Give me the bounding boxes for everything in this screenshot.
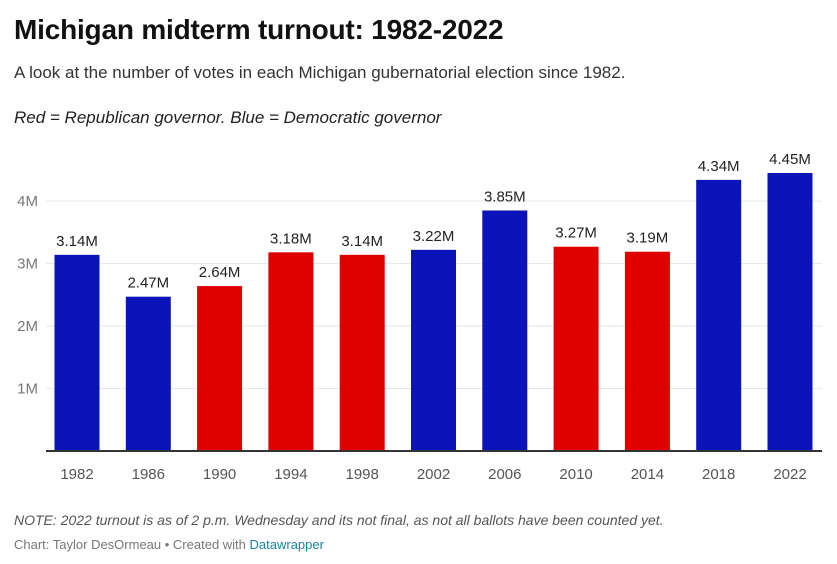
bar-value-label: 3.14M: [56, 233, 98, 250]
x-tick-label: 1986: [132, 466, 165, 483]
bar-value-label: 3.27M: [555, 225, 597, 242]
bar: [268, 252, 314, 451]
bar-value-label: 3.22M: [413, 228, 455, 245]
color-legend-note: Red = Republican governor. Blue = Democr…: [14, 108, 442, 127]
bar: [411, 249, 456, 451]
bar-value-label: 4.45M: [769, 151, 811, 168]
x-tick-label: 1998: [346, 466, 379, 483]
bar: [197, 286, 243, 451]
bar: [767, 173, 813, 451]
bar: [125, 296, 171, 451]
bar-value-label: 3.19M: [627, 230, 669, 247]
y-tick-label: 3M: [17, 256, 38, 273]
chart-subtitle: A look at the number of votes in each Mi…: [14, 63, 626, 82]
footnote: NOTE: 2022 turnout is as of 2 p.m. Wedne…: [14, 512, 664, 528]
bar: [482, 210, 528, 451]
bar: [54, 254, 100, 451]
bar-value-label: 3.85M: [484, 188, 526, 205]
x-tick-label: 2018: [702, 466, 735, 483]
x-tick-label: 2014: [631, 466, 664, 483]
credit-text: Chart: Taylor DesOrmeau • Created with: [14, 537, 250, 552]
credit-line: Chart: Taylor DesOrmeau • Created with D…: [14, 537, 324, 552]
bar-value-label: 3.18M: [270, 230, 312, 247]
y-tick-label: 1M: [17, 381, 38, 398]
bar: [624, 251, 670, 451]
bar: [696, 179, 742, 451]
x-tick-label: 1982: [60, 466, 93, 483]
y-tick-label: 4M: [17, 193, 38, 210]
x-tick-label: 2010: [559, 466, 592, 483]
bar: [339, 254, 385, 451]
bar-value-label: 4.34M: [698, 158, 740, 175]
x-tick-label: 2006: [488, 466, 521, 483]
x-tick-label: 2022: [773, 466, 806, 483]
bar-value-label: 2.47M: [127, 275, 169, 292]
x-tick-label: 2002: [417, 466, 450, 483]
datawrapper-link[interactable]: Datawrapper: [249, 537, 324, 552]
bar-chart: 1M 2M 3M 4M 3.14M 1982 2.47M 1986 2.64M 1990 3.18M…: [17, 151, 822, 483]
bar: [553, 246, 599, 451]
bar-value-label: 3.14M: [341, 233, 383, 250]
x-tick-label: 1990: [203, 466, 236, 483]
y-tick-label: 2M: [17, 318, 38, 335]
chart-title: Michigan midterm turnout: 1982-2022: [14, 14, 504, 45]
x-tick-label: 1994: [274, 466, 307, 483]
bar-value-label: 2.64M: [199, 264, 241, 281]
